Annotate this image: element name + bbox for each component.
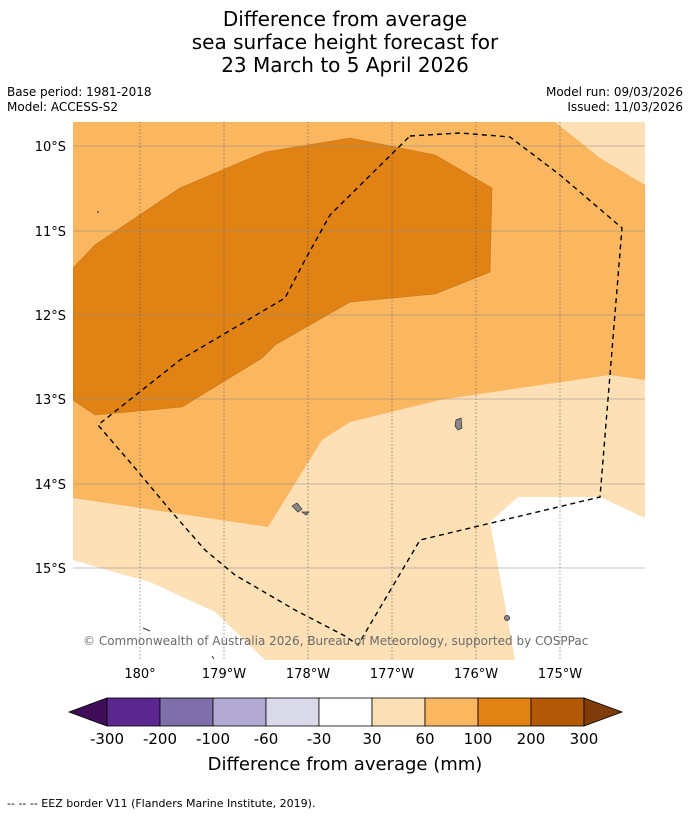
islet-south [211, 655, 215, 660]
islet-northwest [97, 211, 99, 213]
map-copyright: © Commonwealth of Australia 2026, Bureau… [83, 634, 588, 648]
lon-label-178w: 178°W [286, 667, 330, 682]
model-run: Model run: 09/03/2026 [545, 85, 683, 99]
latitude-gridlines [73, 145, 645, 569]
island-central-2 [300, 511, 310, 516]
lat-label-12s: 12°S [35, 309, 66, 324]
base-period: Base period: 1981-2018 [7, 85, 152, 99]
band-neutral-southeast [490, 497, 645, 660]
colorbar-tick-200: 200 [517, 730, 546, 748]
colorbar-bin-100-200 [477, 697, 532, 727]
band-30-60-northeast [555, 122, 645, 185]
colorbar-bin-60-100 [424, 697, 479, 727]
lat-label-15s: 15°S [35, 562, 66, 577]
colorbar-extend-high [583, 697, 624, 727]
longitude-gridlines [139, 122, 561, 660]
lat-label-11s: 11°S [35, 225, 66, 240]
band-100-200 [73, 137, 493, 416]
colorbar-extend-low [67, 697, 108, 727]
island-east [454, 417, 463, 431]
lon-label-177w: 177°W [370, 667, 414, 682]
colorbar-bin-neg60-neg30 [265, 697, 320, 727]
band-30-60-south [73, 375, 645, 660]
colorbar-bin-200-300 [530, 697, 585, 727]
colorbar-tick-neg30: -30 [307, 730, 332, 748]
lon-label-179w: 179°W [202, 667, 246, 682]
issued-date: Issued: 11/03/2026 [567, 100, 683, 114]
lat-label-14s: 14°S [35, 478, 66, 493]
colorbar-tick-60: 60 [415, 730, 434, 748]
colorbar-tick-30: 30 [362, 730, 381, 748]
colorbar-tick-neg100: -100 [196, 730, 230, 748]
model-name: Model: ACCESS-S2 [7, 100, 119, 114]
islet-southwest [142, 627, 151, 632]
colorbar-bin-neg300-neg200 [106, 697, 161, 727]
colorbar-tick-neg200: -200 [143, 730, 177, 748]
meta-left: Base period: 1981-2018 Model: ACCESS-S2 [7, 85, 152, 115]
island-central-1 [291, 502, 303, 513]
title-line-1: Difference from average [222, 7, 468, 31]
title-line-2: sea surface height forecast for [191, 30, 499, 54]
colorbar-tick-neg300: -300 [90, 730, 124, 748]
island-southeast [504, 615, 510, 621]
lon-label-176w: 176°W [454, 667, 498, 682]
colorbar-bin-neg200-neg100 [159, 697, 214, 727]
map-title: Difference from average sea surface heig… [0, 8, 690, 77]
map-area: © Commonwealth of Australia 2026, Bureau… [73, 122, 645, 660]
colorbar-bin-30-60 [371, 697, 426, 727]
latitude-axis: 10°S 11°S 12°S 13°S 14°S 15°S [35, 140, 66, 577]
lat-label-13s: 13°S [35, 393, 66, 408]
colorbar-bin-neg100-neg60 [212, 697, 267, 727]
eez-legend: -- -- -- EEZ border V11 (Flanders Marine… [7, 797, 316, 810]
title-line-3: 23 March to 5 April 2026 [221, 53, 469, 77]
colorbar-tick-100: 100 [464, 730, 493, 748]
lon-label-180: 180° [124, 667, 155, 682]
colorbar: -300 -200 -100 -60 -30 30 60 100 200 300… [67, 697, 624, 775]
colorbar-label: Difference from average (mm) [208, 754, 483, 775]
eez-border [96, 132, 623, 647]
lon-label-175w: 175°W [538, 667, 582, 682]
meta-right: Model run: 09/03/2026 Issued: 11/03/2026 [546, 85, 683, 115]
colorbar-bin-neg30-30 [318, 697, 373, 727]
lat-label-10s: 10°S [35, 140, 66, 155]
colorbar-tick-300: 300 [570, 730, 599, 748]
band-neutral-southwest [73, 560, 265, 660]
longitude-axis: 180° 179°W 178°W 177°W 176°W 175°W [124, 667, 582, 682]
colorbar-tick-neg60: -60 [254, 730, 279, 748]
